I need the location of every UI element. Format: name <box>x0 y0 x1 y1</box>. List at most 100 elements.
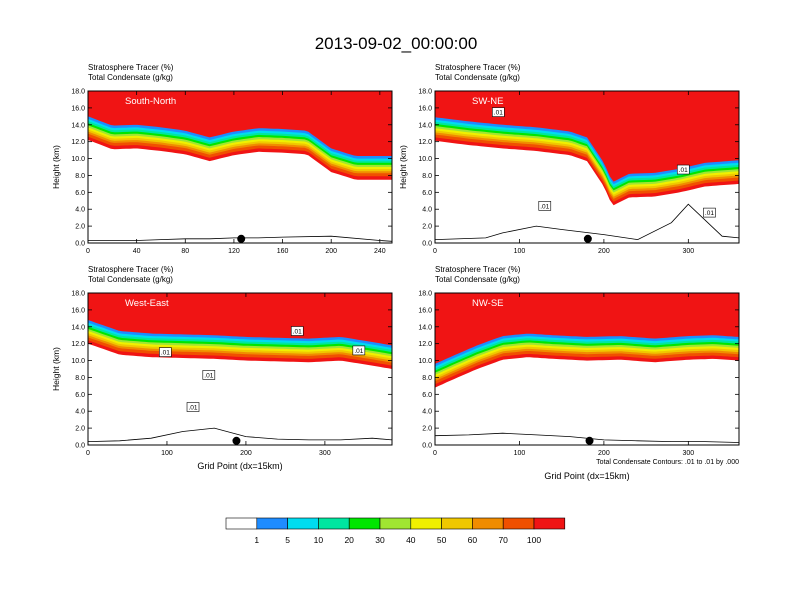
x-tick-label: 40 <box>133 248 141 255</box>
x-tick-label: 160 <box>277 248 289 255</box>
panel-nw-se: NW-SE 0.0 2.0 4.0 6.0 8.0 10.0 12.0 14.0 16.0 18.0… <box>418 265 740 481</box>
y-tick-label: 10.0 <box>418 156 432 163</box>
figure-title: 2013-09-02_00:00:00 <box>315 34 478 53</box>
panel-west-east: West-East .01 .01 .01 .01 .01 0.0 2.0 4.0 6.0 8.0 1… <box>51 265 393 471</box>
contour-label: .01 <box>293 329 302 336</box>
plot-frame <box>434 90 740 244</box>
contour-label-box <box>352 345 366 356</box>
x-tick-label: 300 <box>682 248 694 255</box>
contour-label-box <box>159 347 172 357</box>
y-tick-label: 14.0 <box>71 324 85 331</box>
contour-label-box <box>492 107 505 117</box>
y-tick-label: 8.0 <box>75 375 85 382</box>
y-tick-label: 8.0 <box>422 375 432 382</box>
x-tick-label: 120 <box>228 248 240 255</box>
panel-title-line: Stratosphere Tracer (%) <box>435 63 521 72</box>
y-tick-label: 12.0 <box>71 341 85 348</box>
y-tick-label: 12.0 <box>418 139 432 146</box>
x-tick-label: 100 <box>161 450 173 457</box>
y-tick-label: 6.0 <box>75 392 85 399</box>
contour-label: .01 <box>494 110 503 117</box>
terrain-line <box>88 427 392 442</box>
y-tick-label: 4.0 <box>75 409 85 416</box>
colorbar-label: 5 <box>285 535 290 545</box>
contour-label: .01 <box>188 405 197 412</box>
y-tick-label: 0.0 <box>75 443 85 450</box>
contour-label: .01 <box>679 167 688 174</box>
y-tick-label: 12.0 <box>418 341 432 348</box>
y-tick-label: 2.0 <box>422 224 432 231</box>
colorbar-label: 1 <box>254 535 259 545</box>
y-tick-label: 18.0 <box>418 89 432 96</box>
location-marker <box>585 436 594 445</box>
y-tick-label: 10.0 <box>71 358 85 365</box>
colorbar-label: 50 <box>437 535 447 545</box>
y-axis-label: Height (km) <box>51 145 61 189</box>
panel-south-north: South-North 0.0 2.0 4.0 6.0 8.0 10.0 12.0 14.0 16… <box>51 63 393 255</box>
x-tick-label: 300 <box>682 450 694 457</box>
panel-label: South-North <box>125 96 176 107</box>
x-tick-label: 0 <box>86 450 90 457</box>
x-tick-label: 100 <box>514 450 526 457</box>
plot-frame <box>87 292 393 446</box>
y-tick-label: 2.0 <box>75 426 85 433</box>
y-tick-label: 16.0 <box>71 105 85 112</box>
panel-title-line: Stratosphere Tracer (%) <box>435 265 521 274</box>
contour-label: .01 <box>540 203 549 210</box>
colorbar-label: 30 <box>375 535 385 545</box>
x-tick-label: 300 <box>319 450 331 457</box>
plot-area: NW-SE <box>435 293 739 445</box>
y-tick-label: 16.0 <box>418 307 432 314</box>
y-tick-label: 14.0 <box>418 324 432 331</box>
location-marker <box>583 234 592 243</box>
terrain-line <box>435 203 739 241</box>
panel-label: West-East <box>125 298 169 309</box>
x-axis-label: Grid Point (dx=15km) <box>544 471 629 481</box>
y-tick-label: 4.0 <box>75 207 85 214</box>
plot-area: West-East .01 .01 .01 .01 .01 <box>88 293 392 445</box>
contour-label-box <box>186 402 200 412</box>
colorbar-swatch <box>441 517 473 530</box>
x-tick-label: 240 <box>374 248 386 255</box>
colorbar-label: 40 <box>406 535 416 545</box>
terrain-line <box>88 235 392 242</box>
tracer-band-100 <box>435 293 739 364</box>
y-tick-label: 6.0 <box>75 190 85 197</box>
y-tick-label: 16.0 <box>71 307 85 314</box>
y-tick-label: 18.0 <box>71 89 85 96</box>
y-tick-label: 0.0 <box>422 443 432 450</box>
contour-label-box <box>703 207 716 218</box>
panel-label: SW-NE <box>472 96 504 107</box>
panel-title-line: Stratosphere Tracer (%) <box>88 63 174 72</box>
y-tick-label: 12.0 <box>71 139 85 146</box>
y-axis-label: Height (km) <box>51 347 61 391</box>
panel-title-line: Total Condensate (g/kg) <box>88 73 173 82</box>
contour-label: .01 <box>705 210 714 217</box>
panel-sw-ne: SW-NE .01 .01 .01 .01 0.0 2.0 4.0 6.0 8.0 10.0 12.0… <box>398 63 740 255</box>
colorbar-swatch <box>225 517 258 530</box>
contour-label: .01 <box>354 348 363 355</box>
y-tick-label: 2.0 <box>422 426 432 433</box>
location-marker <box>237 234 246 243</box>
y-tick-label: 16.0 <box>418 105 432 112</box>
location-marker <box>232 436 241 445</box>
colorbar-swatch <box>287 517 319 530</box>
x-tick-label: 200 <box>325 248 337 255</box>
colorbar-label: 20 <box>344 535 354 545</box>
colorbar-label: 60 <box>468 535 478 545</box>
colorbar-swatch <box>318 517 350 530</box>
y-tick-label: 18.0 <box>71 291 85 298</box>
plot-frame <box>434 292 740 446</box>
colorbar-swatch <box>533 517 566 530</box>
x-tick-label: 200 <box>598 450 610 457</box>
y-axis-label: Height (km) <box>398 145 408 189</box>
colorbar-label: 100 <box>527 535 541 545</box>
colorbar-label: 10 <box>314 535 324 545</box>
x-tick-label: 200 <box>240 450 252 457</box>
tracer-band-100 <box>435 91 739 182</box>
y-tick-label: 2.0 <box>75 224 85 231</box>
x-tick-label: 80 <box>181 248 189 255</box>
x-axis-label: Grid Point (dx=15km) <box>197 461 282 471</box>
tracer-band-100 <box>88 91 392 156</box>
